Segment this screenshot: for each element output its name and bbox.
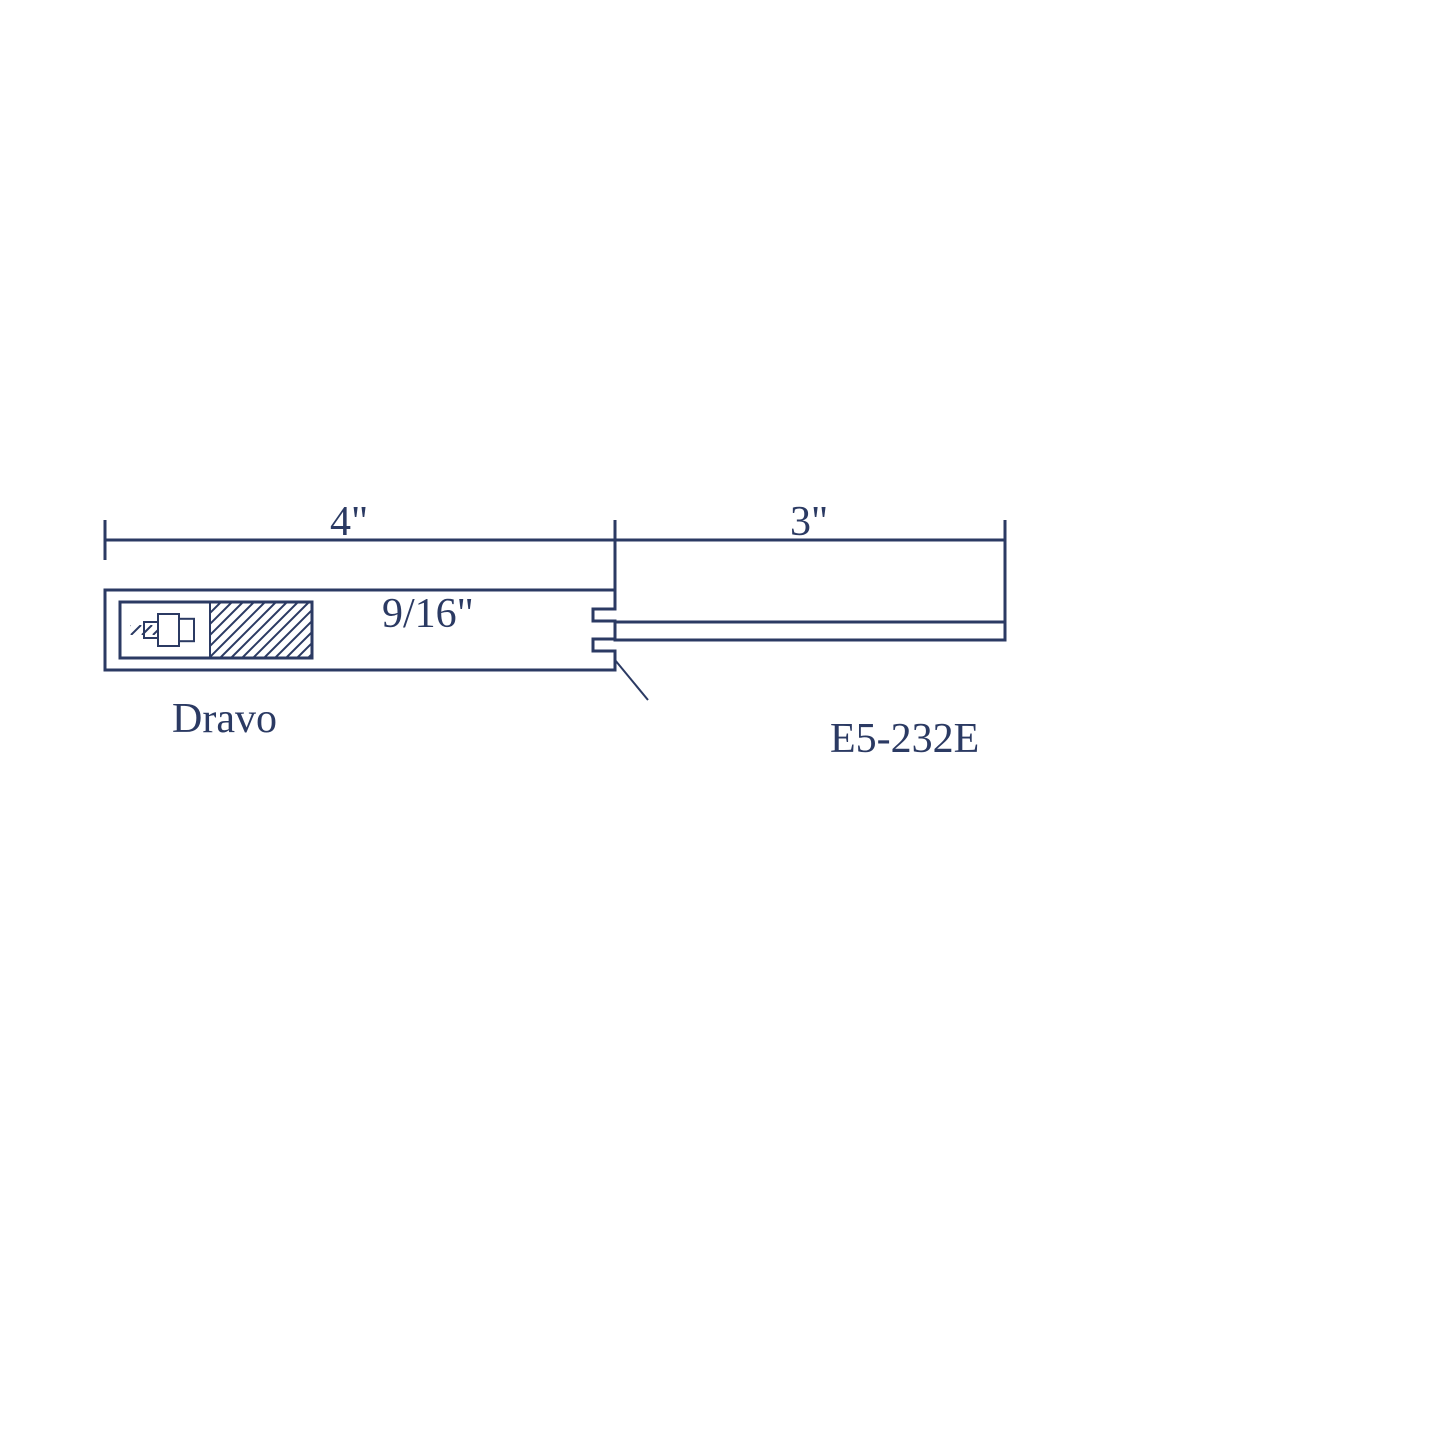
manufacturer-label: Dravo [172,695,277,743]
part-number-label: E5-232E [830,715,979,763]
dimension-center-label: 9/16" [382,590,474,638]
dimension-left-label: 4" [330,498,368,546]
technical-drawing: 4" 3" 9/16" Dravo E5-232E [0,0,1445,1445]
dimension-right-label: 3" [790,498,828,546]
